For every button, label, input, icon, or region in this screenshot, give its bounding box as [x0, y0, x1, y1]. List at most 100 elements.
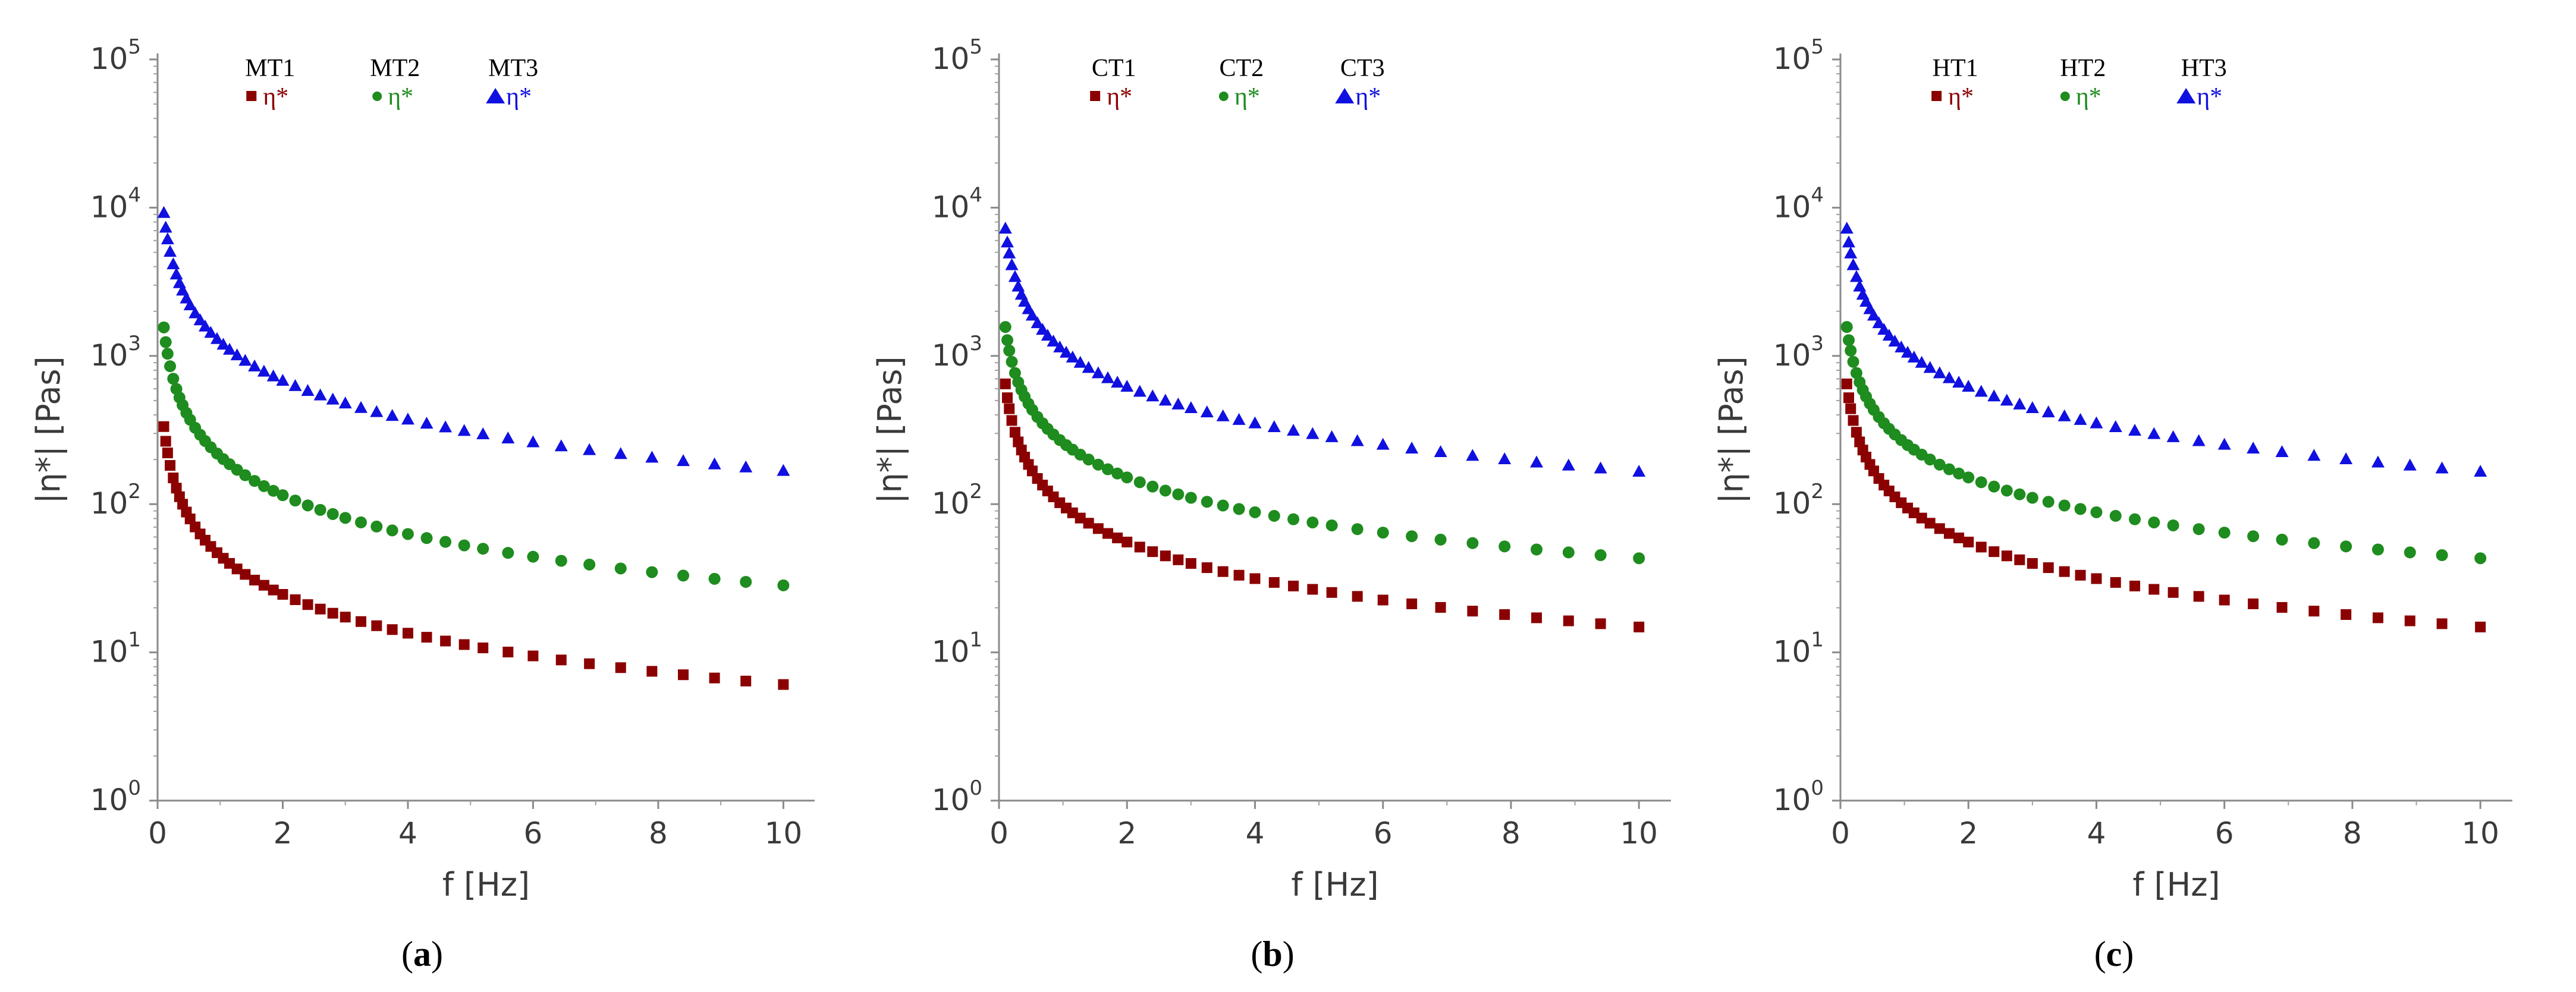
caption-open-paren: (	[401, 934, 413, 974]
data-point-triangle	[169, 267, 183, 280]
data-point-circle	[1201, 496, 1213, 508]
data-point-circle	[1009, 367, 1021, 379]
y-tick-exponent: 2	[969, 480, 982, 503]
legend-circle-icon	[2060, 92, 2070, 101]
data-point-square	[1924, 518, 1936, 529]
y-tick-label: 100	[90, 776, 141, 817]
y-tick-exponent: 5	[1811, 35, 1824, 59]
y-tick-base: 10	[932, 190, 970, 224]
x-tick-label: 6	[2215, 816, 2234, 851]
caption-letter: a	[413, 934, 431, 974]
data-point-square	[2075, 569, 2086, 581]
data-point-triangle	[1066, 350, 1079, 363]
data-point-square	[1406, 598, 1418, 609]
y-tick-base: 10	[90, 783, 128, 817]
y-tick-exponent: 0	[128, 776, 141, 800]
legend-symbol-label: η*	[1355, 83, 1381, 111]
data-point-circle	[326, 508, 339, 520]
data-point-circle	[1633, 552, 1645, 565]
data-point-circle	[2074, 503, 2087, 515]
data-point-triangle	[1158, 393, 1172, 406]
data-point-square	[1854, 436, 1865, 448]
y-tick-exponent: 1	[128, 628, 141, 652]
y-tick-label: 100	[1773, 776, 1824, 817]
y-tick-exponent: 4	[969, 183, 982, 207]
data-point-triangle	[998, 221, 1012, 234]
x-tick-label: 10	[1620, 816, 1658, 851]
data-point-square	[1841, 378, 1852, 389]
data-point-triangle	[1306, 427, 1320, 439]
data-point-circle	[1146, 480, 1159, 493]
data-point-triangle	[1849, 270, 1863, 282]
data-point-triangle	[1073, 355, 1087, 368]
data-point-circle	[1325, 519, 1338, 531]
y-tick-base: 10	[1773, 190, 1811, 224]
data-point-square	[327, 607, 338, 619]
data-point-square	[1134, 541, 1145, 553]
data-point-triangle	[2025, 401, 2039, 414]
data-point-triangle	[554, 439, 568, 452]
data-point-triangle	[2147, 427, 2161, 439]
data-point-circle	[1249, 506, 1261, 518]
data-point-square	[1633, 621, 1645, 632]
data-point-square	[158, 421, 169, 432]
legend-symbol-label: η*	[506, 83, 532, 111]
data-point-triangle	[1530, 455, 1543, 468]
data-point-square	[1467, 606, 1478, 617]
y-tick-exponent: 2	[128, 480, 141, 503]
data-point-circle	[1847, 355, 1859, 368]
data-point-square	[2341, 609, 2352, 620]
data-point-square	[302, 599, 313, 610]
x-tick-label: 4	[1246, 816, 1265, 851]
data-point-triangle	[1171, 397, 1185, 410]
legend-symbol-label: η*	[2197, 83, 2222, 111]
y-tick-base: 10	[90, 635, 128, 669]
data-point-square	[402, 628, 413, 639]
data-point-triangle	[645, 451, 659, 463]
data-point-circle	[1499, 540, 1511, 553]
data-point-triangle	[2307, 449, 2321, 461]
data-point-circle	[1092, 458, 1104, 471]
x-axis-label: f [Hz]	[442, 866, 530, 903]
data-point-circle	[1943, 463, 1955, 475]
data-point-circle	[708, 572, 721, 585]
data-point-square	[2193, 591, 2204, 602]
panel-caption: (a)	[401, 934, 443, 974]
series-mt3	[157, 206, 790, 476]
x-tick-label: 8	[1501, 816, 1521, 851]
y-tick-exponent: 3	[969, 332, 982, 355]
data-point-circle	[1287, 513, 1300, 525]
data-point-triangle	[2109, 420, 2122, 433]
data-point-square	[2219, 594, 2230, 606]
data-point-circle	[1217, 499, 1229, 512]
data-point-square	[2475, 621, 2486, 632]
y-tick-exponent: 5	[128, 35, 141, 59]
data-point-circle	[2148, 516, 2160, 528]
data-point-triangle	[1350, 434, 1364, 446]
legend-triangle-icon	[2176, 88, 2196, 103]
legend-triangle-icon	[486, 88, 505, 103]
data-point-circle	[355, 516, 367, 528]
data-point-square	[1004, 403, 1015, 414]
data-point-circle	[2109, 509, 2122, 522]
data-point-circle	[2167, 519, 2179, 531]
caption-open-paren: (	[2094, 934, 2106, 974]
data-point-circle	[1001, 334, 1013, 347]
data-point-triangle	[2128, 424, 2142, 436]
data-point-triangle	[1872, 316, 1886, 329]
data-point-triangle	[1498, 452, 1512, 465]
data-point-triangle	[1216, 409, 1230, 421]
y-tick-exponent: 4	[128, 183, 141, 207]
data-point-square	[1083, 518, 1094, 529]
data-point-triangle	[1594, 461, 1607, 474]
x-tick-label: 8	[2343, 816, 2362, 851]
data-point-square	[1147, 546, 1158, 558]
data-point-circle	[1842, 334, 1855, 347]
y-tick-base: 10	[90, 42, 128, 76]
data-point-triangle	[1000, 235, 1014, 248]
data-point-circle	[159, 336, 172, 348]
y-tick-label: 101	[932, 628, 982, 669]
x-tick-label: 0	[989, 816, 1009, 851]
data-point-square	[555, 654, 567, 666]
